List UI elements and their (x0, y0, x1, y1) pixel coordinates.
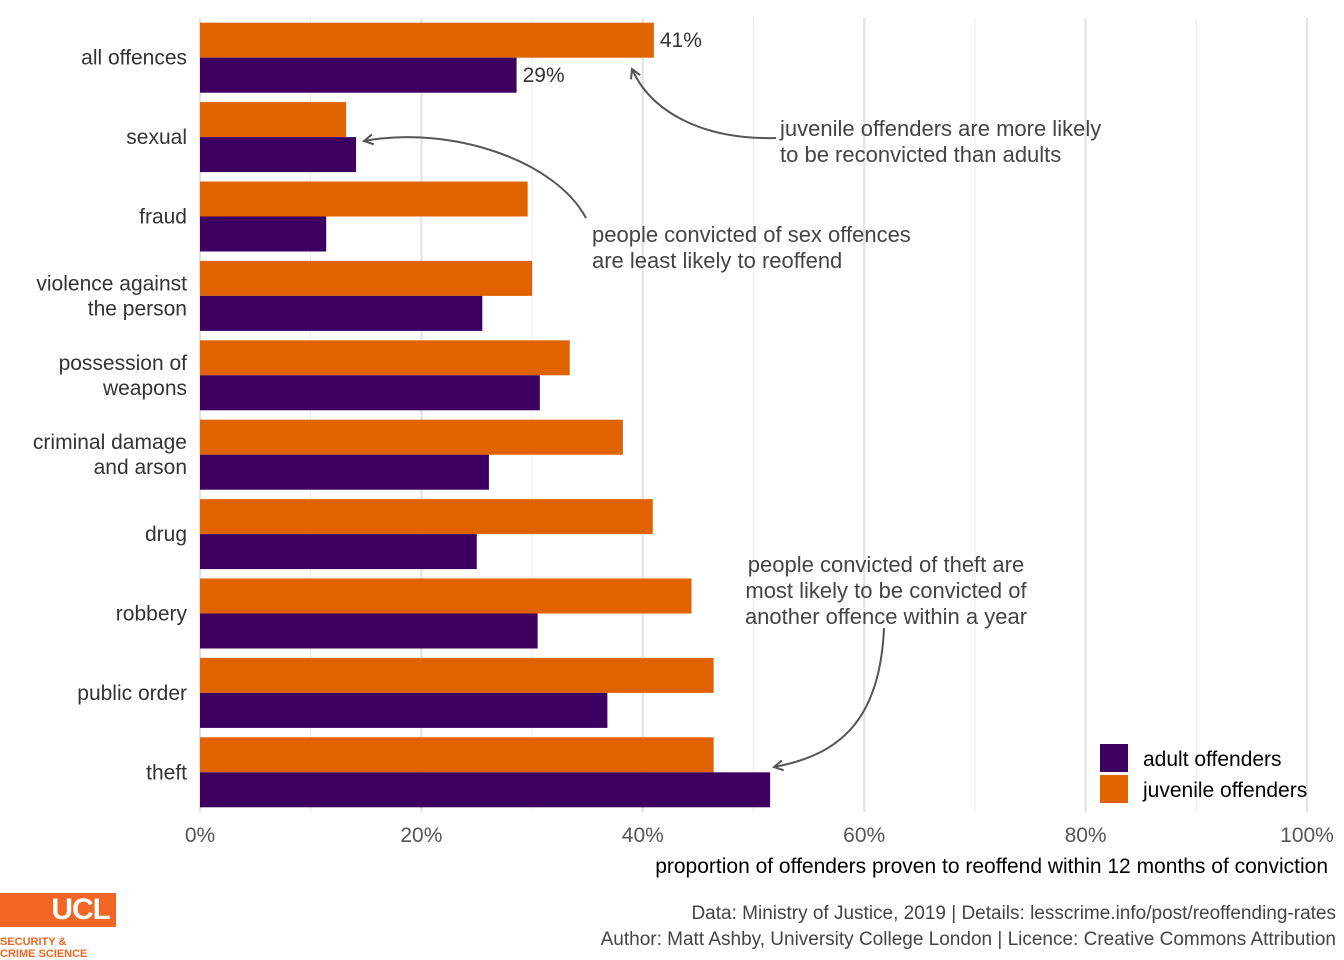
bar-adult-sexual (200, 137, 357, 173)
caption-data-source: Data: Ministry of Justice, 2019 | Detail… (691, 903, 1336, 924)
bar-adult-possession-of-weapons (200, 375, 540, 411)
bar-juvenile-possession-of-weapons (200, 340, 570, 376)
bar-adult-theft (200, 772, 771, 808)
bar-juvenile-public-order (200, 657, 714, 693)
category-label-possession-of-weapons: weapons (102, 377, 187, 400)
ucl-logo: UCL SECURITY & CRIME SCIENCE (0, 893, 116, 960)
bar-adult-all-offences (200, 57, 517, 93)
data-label: 29% (523, 64, 565, 87)
x-tick-label: 80% (1065, 824, 1107, 847)
category-label-drug: drug (145, 523, 187, 546)
category-label-fraud: fraud (139, 206, 187, 229)
category-label-sexual: sexual (126, 126, 187, 149)
category-label-all-offences: all offences (81, 47, 187, 70)
category-label-violence-against-the-person: violence against (36, 272, 187, 295)
caption-author: Author: Matt Ashby, University College L… (600, 929, 1336, 950)
ucl-logo-text: UCL (51, 893, 111, 926)
bar-juvenile-fraud (200, 181, 528, 217)
bar-juvenile-drug (200, 499, 653, 535)
bar-adult-drug (200, 534, 477, 570)
annotation-text: are least likely to reoffend (592, 248, 842, 273)
bar-adult-public-order (200, 692, 608, 728)
bar-juvenile-robbery (200, 578, 692, 614)
category-label-robbery: robbery (116, 603, 188, 626)
x-tick-label: 0% (185, 824, 215, 847)
ucl-logo-subtitle-2: CRIME SCIENCE (0, 948, 88, 960)
category-label-public-order: public order (77, 682, 187, 705)
data-label: 41% (660, 29, 702, 52)
bar-adult-robbery (200, 613, 538, 649)
bar-juvenile-all-offences (200, 22, 654, 58)
category-label-criminal-damage-and-arson: and arson (94, 456, 187, 479)
category-label-criminal-damage-and-arson: criminal damage (33, 431, 187, 454)
annotation-arrow (632, 69, 777, 140)
category-label-violence-against-the-person: the person (88, 297, 187, 320)
bar-juvenile-theft (200, 737, 714, 773)
annotation-text: most likely to be convicted of (745, 578, 1027, 603)
ucl-logo-box (0, 893, 116, 927)
legend-swatch-adult-offenders (1100, 744, 1128, 772)
legend-swatch-juvenile-offenders (1100, 775, 1128, 803)
legend-label-juvenile-offenders: juvenile offenders (1142, 779, 1307, 802)
bar-juvenile-violence-against-the-person (200, 260, 533, 296)
bar-adult-violence-against-the-person (200, 295, 483, 331)
annotation-arrow (364, 137, 587, 219)
bar-juvenile-criminal-damage-and-arson (200, 419, 623, 455)
x-tick-label: 40% (622, 824, 664, 847)
legend-label-adult-offenders: adult offenders (1143, 748, 1282, 771)
annotation-text: people convicted of sex offences (592, 222, 911, 247)
x-axis-title: proportion of offenders proven to reoffe… (655, 855, 1328, 878)
x-tick-label: 60% (843, 824, 885, 847)
ucl-logo-subtitle-1: SECURITY & (0, 936, 67, 948)
x-tick-label: 100% (1280, 824, 1334, 847)
category-label-theft: theft (146, 761, 187, 784)
bar-adult-criminal-damage-and-arson (200, 454, 489, 490)
annotation-text: to be reconvicted than adults (780, 142, 1061, 167)
annotation-text: juvenile offenders are more likely (779, 116, 1101, 141)
x-tick-label: 20% (400, 824, 442, 847)
category-label-possession-of-weapons: possession of (59, 352, 188, 375)
bar-adult-fraud (200, 216, 327, 252)
annotation-arrow (774, 627, 885, 767)
annotation-text: people convicted of theft are (748, 552, 1024, 577)
annotation-text: another offence within a year (745, 604, 1027, 629)
bar-juvenile-sexual (200, 102, 347, 138)
